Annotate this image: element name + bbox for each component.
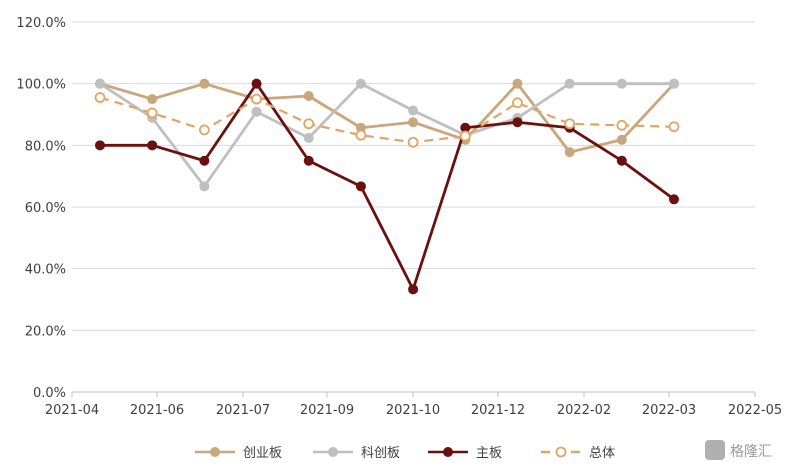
data-point bbox=[303, 91, 314, 101]
x-tick-label: 2021-12 bbox=[471, 403, 525, 418]
data-point bbox=[303, 118, 315, 130]
legend-marker bbox=[210, 447, 220, 457]
x-axis: 2021-04 2021-06 2021-07 2021-09 2021-10 2021-… bbox=[45, 391, 782, 418]
data-point bbox=[147, 140, 158, 151]
x-tick-label: 2021-07 bbox=[216, 403, 270, 418]
data-point bbox=[355, 78, 366, 89]
data-point bbox=[669, 194, 679, 205]
y-axis-ticks: 0.0% 20.0% 40.0% 60.0% 80.0% 100.0% 120.0% bbox=[16, 16, 66, 401]
legend-label: 总体 bbox=[589, 446, 615, 461]
legend-label: 创业板 bbox=[243, 446, 282, 461]
watermark-text: 格隆汇 bbox=[730, 444, 772, 460]
data-point bbox=[408, 117, 419, 128]
data-point bbox=[616, 155, 627, 166]
data-point bbox=[668, 121, 680, 133]
data-point bbox=[512, 97, 523, 109]
data-point bbox=[251, 106, 262, 117]
series-line bbox=[99, 82, 676, 154]
data-point bbox=[669, 78, 679, 89]
legend-item: 总体 bbox=[541, 446, 615, 461]
data-point bbox=[251, 78, 262, 89]
data-point bbox=[564, 78, 575, 89]
series-科创板 bbox=[95, 78, 679, 192]
legend-label: 科创板 bbox=[361, 446, 400, 461]
data-point bbox=[303, 155, 314, 166]
data-point bbox=[94, 92, 106, 103]
series-lines bbox=[94, 78, 680, 295]
series-line bbox=[99, 82, 674, 188]
data-point bbox=[616, 78, 627, 89]
legend-marker bbox=[443, 447, 453, 457]
x-tick-label: 2022-05 bbox=[728, 403, 782, 418]
legend-marker bbox=[555, 446, 567, 458]
x-tick-label: 2022-02 bbox=[557, 403, 611, 418]
y-tick-label: 120.0% bbox=[16, 16, 66, 31]
data-point bbox=[564, 118, 576, 130]
watermark: 格隆汇 bbox=[705, 440, 772, 460]
x-tick-label: 2021-06 bbox=[130, 403, 184, 418]
y-tick-label: 80.0% bbox=[25, 139, 66, 154]
legend-marker bbox=[328, 447, 338, 457]
data-point bbox=[146, 107, 158, 119]
y-tick-label: 100.0% bbox=[16, 78, 66, 93]
data-point bbox=[408, 284, 419, 295]
legend: 创业板 科创板 主板 总体 bbox=[195, 446, 615, 461]
y-tick-label: 20.0% bbox=[25, 324, 66, 339]
data-point bbox=[408, 105, 419, 116]
x-tick-label: 2022-03 bbox=[642, 403, 696, 418]
legend-item: 主板 bbox=[428, 446, 502, 461]
data-point bbox=[512, 78, 523, 89]
data-point bbox=[95, 140, 105, 151]
data-point bbox=[355, 129, 367, 141]
data-point bbox=[459, 130, 471, 142]
x-tick-label: 2021-10 bbox=[386, 403, 440, 418]
data-point bbox=[199, 155, 210, 166]
x-tick-label: 2021-09 bbox=[300, 403, 354, 418]
data-point bbox=[95, 78, 105, 89]
series-主板 bbox=[95, 78, 679, 295]
x-tick-label: 2021-04 bbox=[45, 403, 99, 418]
watermark-logo-icon bbox=[705, 440, 725, 460]
data-point bbox=[251, 93, 262, 105]
y-tick-label: 0.0% bbox=[33, 386, 66, 401]
legend-item: 科创板 bbox=[313, 446, 400, 461]
data-point bbox=[616, 119, 628, 131]
series-line bbox=[100, 82, 675, 291]
legend-item: 创业板 bbox=[195, 446, 282, 461]
data-point bbox=[460, 122, 471, 133]
data-point bbox=[199, 181, 210, 192]
data-point bbox=[303, 132, 314, 143]
y-tick-label: 40.0% bbox=[25, 263, 66, 278]
data-point bbox=[198, 124, 210, 136]
data-point bbox=[199, 78, 210, 89]
data-point bbox=[616, 134, 627, 145]
data-point bbox=[564, 147, 575, 158]
legend-label: 主板 bbox=[476, 446, 502, 461]
y-tick-label: 60.0% bbox=[25, 201, 66, 216]
series-line bbox=[99, 96, 675, 144]
data-point bbox=[407, 136, 419, 148]
data-point bbox=[355, 181, 366, 192]
data-point bbox=[147, 94, 158, 105]
series-总体 bbox=[94, 92, 680, 148]
gridlines bbox=[72, 21, 755, 331]
data-point bbox=[355, 122, 366, 133]
data-point bbox=[512, 117, 523, 128]
